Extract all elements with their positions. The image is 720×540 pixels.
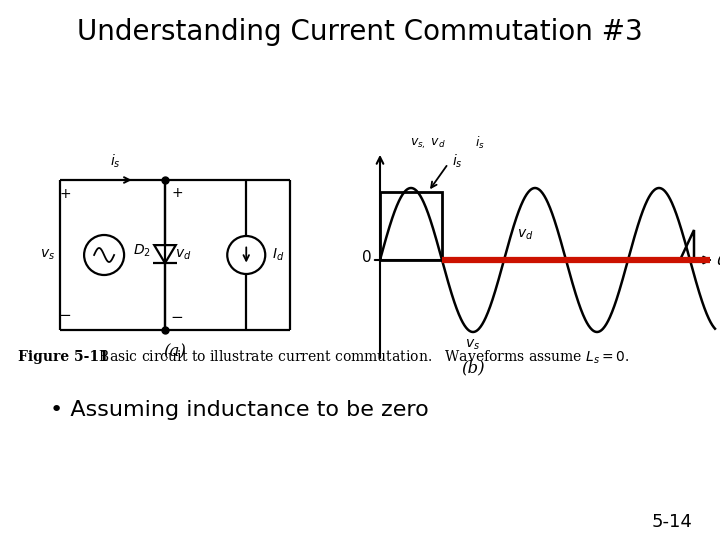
Text: $i_s$: $i_s$ — [452, 153, 463, 170]
Text: $v_d$: $v_d$ — [175, 248, 192, 262]
Text: $v_d$: $v_d$ — [518, 227, 534, 242]
Text: $\omega t$: $\omega t$ — [716, 252, 720, 268]
Text: +: + — [171, 186, 183, 200]
Text: $i_s$: $i_s$ — [475, 134, 485, 151]
Bar — [380, 192, 442, 260]
Text: $i_s$: $i_s$ — [110, 153, 121, 170]
Text: +: + — [59, 187, 71, 201]
Text: Basic circuit to illustrate current commutation.   Waveforms assume $L_s = 0$.: Basic circuit to illustrate current comm… — [90, 348, 629, 366]
Text: 0: 0 — [362, 251, 372, 266]
Text: • Assuming inductance to be zero: • Assuming inductance to be zero — [50, 400, 428, 420]
Text: (a): (a) — [163, 343, 186, 361]
Text: $v_s$: $v_s$ — [465, 338, 480, 352]
Text: Figure 5-11: Figure 5-11 — [18, 350, 109, 364]
Text: $I_d$: $I_d$ — [272, 247, 284, 263]
Text: $D_2$: $D_2$ — [133, 243, 151, 259]
Text: Understanding Current Commutation #3: Understanding Current Commutation #3 — [77, 18, 643, 46]
Text: −: − — [171, 309, 184, 325]
Text: $v_{s,}\ v_d$: $v_{s,}\ v_d$ — [410, 136, 446, 151]
Text: 5-14: 5-14 — [652, 513, 693, 531]
Text: (b): (b) — [462, 360, 485, 376]
Text: −: − — [58, 308, 71, 323]
Text: $v_s$: $v_s$ — [40, 248, 55, 262]
